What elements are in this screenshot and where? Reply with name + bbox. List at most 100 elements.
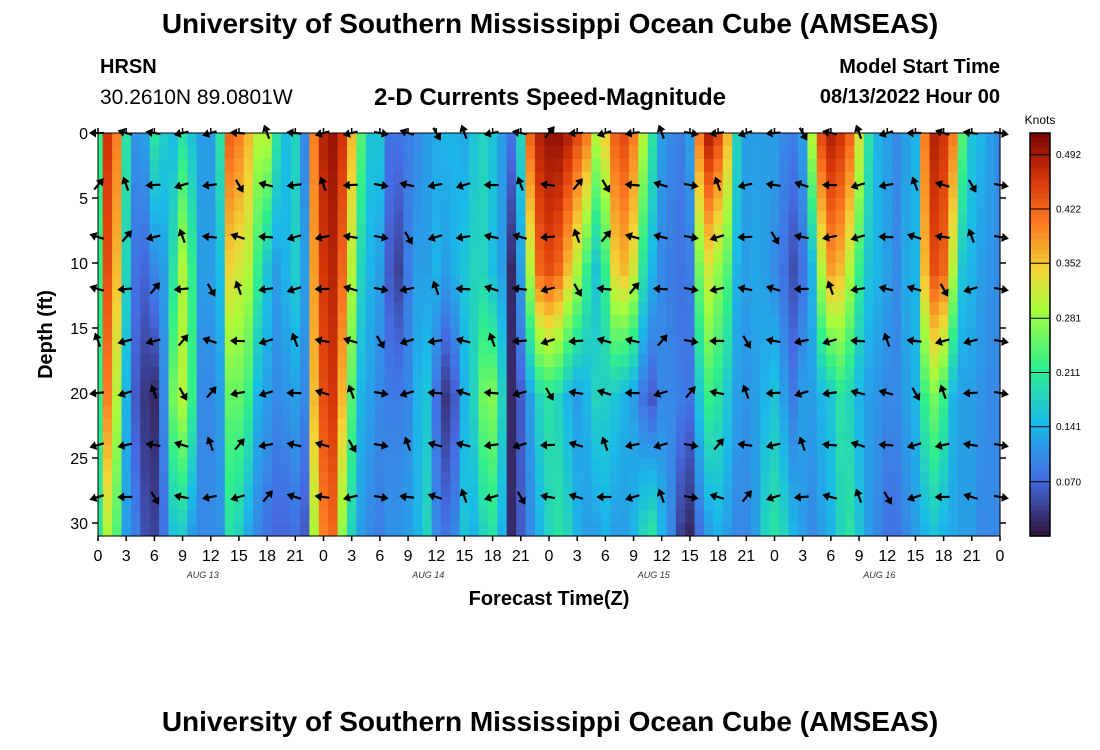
heatmap-cell	[581, 523, 592, 537]
heatmap-cell	[675, 289, 686, 303]
heatmap-cell	[440, 471, 451, 485]
current-arrow	[878, 440, 894, 450]
heatmap-cell	[300, 159, 310, 173]
heatmap-cell	[168, 289, 179, 303]
heatmap-cell	[910, 393, 921, 407]
heatmap-cell	[168, 354, 179, 368]
current-arrow	[540, 337, 556, 346]
heatmap-cell	[506, 367, 517, 381]
heatmap-cell	[140, 172, 151, 186]
heatmap-cell	[591, 328, 602, 342]
heatmap-cell	[713, 380, 724, 394]
heatmap-cell	[262, 224, 273, 238]
heatmap-cell	[863, 393, 874, 407]
heatmap-cell	[610, 458, 621, 472]
heatmap-cell	[271, 328, 282, 342]
heatmap-cell	[497, 523, 508, 537]
current-arrow	[258, 232, 274, 242]
heatmap-cell	[722, 458, 733, 472]
heatmap-cell	[957, 250, 968, 264]
heatmap-cell	[497, 302, 508, 316]
heatmap-cell	[98, 146, 104, 160]
heatmap-cell	[140, 302, 151, 316]
heatmap-cell	[704, 302, 714, 316]
heatmap-cell	[628, 198, 639, 212]
heatmap-cell	[938, 133, 949, 147]
heatmap-cell	[779, 159, 790, 173]
heatmap-cell	[882, 471, 893, 485]
heatmap-cell	[779, 198, 790, 212]
heatmap-cell	[412, 328, 423, 342]
heatmap-cell	[412, 315, 423, 329]
heatmap-cell	[722, 198, 733, 212]
heatmap-cell	[581, 185, 592, 199]
heatmap-cell	[788, 367, 799, 381]
heatmap-cell	[130, 354, 141, 368]
heatmap-cell	[534, 419, 545, 433]
current-arrow	[346, 384, 356, 400]
heatmap-cell	[375, 471, 386, 485]
heatmap-cell	[102, 510, 113, 524]
heatmap-cell	[694, 250, 705, 264]
heatmap-cell	[976, 237, 987, 251]
heatmap-cell	[901, 484, 912, 498]
heatmap-cell	[412, 276, 423, 290]
heatmap-cell	[957, 471, 968, 485]
heatmap-cell	[365, 458, 376, 472]
colorbar-segment	[1030, 228, 1050, 235]
current-arrow	[117, 284, 133, 294]
heatmap-cell	[572, 406, 583, 420]
heatmap-cell	[243, 523, 254, 537]
heatmap-cell	[215, 315, 226, 329]
heatmap-cell	[957, 211, 968, 225]
heatmap-cell	[309, 497, 320, 511]
heatmap-cell	[638, 380, 649, 394]
heatmap-cell	[253, 250, 263, 264]
heatmap-cell	[685, 380, 696, 394]
current-arrow	[963, 492, 978, 501]
heatmap-cell	[685, 523, 696, 537]
heatmap-cell	[469, 289, 480, 303]
heatmap-cell	[149, 172, 160, 186]
heatmap-cell	[647, 471, 658, 485]
heatmap-cell	[394, 510, 404, 524]
heatmap-cell	[891, 172, 902, 186]
heatmap-cell	[431, 471, 442, 485]
heatmap-cell	[638, 289, 649, 303]
heatmap-cell	[854, 328, 865, 342]
heatmap-cell	[318, 328, 329, 342]
current-arrow	[121, 230, 132, 243]
heatmap-cell	[769, 523, 780, 537]
heatmap-cell	[666, 380, 677, 394]
heatmap-cell	[243, 185, 254, 199]
heatmap-cell	[516, 380, 527, 394]
heatmap-cell	[290, 497, 301, 511]
heatmap-cell	[967, 146, 978, 160]
heatmap-cell	[722, 315, 733, 329]
heatmap-cell	[431, 497, 442, 511]
heatmap-cell	[140, 497, 151, 511]
colorbar-segment	[1030, 299, 1050, 305]
heatmap-cell	[854, 185, 865, 199]
heatmap-cell	[196, 484, 207, 498]
heatmap-cell	[967, 419, 978, 433]
heatmap-cell	[985, 302, 996, 316]
heatmap-cell	[534, 406, 545, 420]
heatmap-cell	[215, 237, 226, 251]
heatmap-cell	[967, 211, 978, 225]
heatmap-cell	[948, 445, 959, 459]
heatmap-cell	[300, 211, 310, 225]
heatmap-cell	[149, 224, 160, 238]
heatmap-cell	[563, 133, 574, 147]
heatmap-cell	[459, 523, 470, 537]
heatmap-cell	[412, 211, 423, 225]
heatmap-cell	[234, 445, 245, 459]
current-arrow	[793, 284, 809, 294]
x-tick-label: 18	[258, 548, 276, 565]
heatmap-cell	[281, 146, 292, 160]
heatmap-cell	[779, 380, 790, 394]
heatmap-cell	[610, 263, 621, 277]
heatmap-cell	[957, 380, 968, 394]
heatmap-cell	[553, 471, 564, 485]
